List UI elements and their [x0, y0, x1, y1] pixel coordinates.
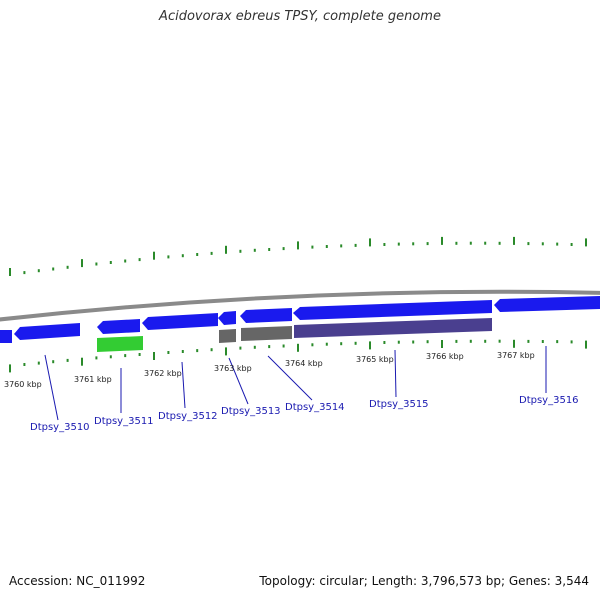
- leader-line: [181, 361, 186, 409]
- gene-arrow[interactable]: [218, 311, 236, 325]
- kbp-label: 3760 kbp: [4, 380, 42, 389]
- purple-feature[interactable]: [294, 318, 492, 338]
- kbp-label: 3762 kbp: [144, 369, 182, 378]
- gene-label[interactable]: Dtpsy_3515: [369, 399, 429, 410]
- gene-arrow[interactable]: [293, 300, 492, 320]
- leader-line: [394, 349, 397, 398]
- gene-arrow[interactable]: [494, 296, 600, 312]
- gene-label[interactable]: Dtpsy_3514: [285, 402, 345, 413]
- inner-tick-track: [9, 339, 587, 373]
- gene-arrow[interactable]: [142, 313, 218, 330]
- gene-arrow[interactable]: [14, 323, 80, 340]
- leader-line: [267, 355, 313, 401]
- leader-line: [44, 354, 59, 421]
- gene-label[interactable]: Dtpsy_3511: [94, 416, 154, 427]
- genome-backbone: [0, 289, 600, 322]
- accession-text: Accession: NC_011992: [9, 574, 146, 588]
- gene-arrow[interactable]: [97, 319, 140, 334]
- gene-label[interactable]: Dtpsy_3512: [158, 411, 218, 422]
- kbp-label: 3766 kbp: [426, 352, 464, 361]
- gene-arrow[interactable]: [0, 330, 12, 343]
- kbp-label: 3764 kbp: [285, 359, 323, 368]
- grey-feature[interactable]: [241, 326, 292, 341]
- grey-feature[interactable]: [219, 329, 236, 343]
- leader-line: [228, 357, 249, 405]
- gene-arrow[interactable]: [240, 308, 292, 323]
- gene-label[interactable]: Dtpsy_3513: [221, 406, 281, 417]
- kbp-label: 3763 kbp: [214, 364, 252, 373]
- map-title: Acidovorax ebreus TPSY, complete genome: [159, 9, 441, 24]
- gene-label[interactable]: Dtpsy_3516: [519, 395, 579, 406]
- genome-summary-text: Topology: circular; Length: 3,796,573 bp…: [259, 574, 589, 588]
- kbp-label: 3761 kbp: [74, 375, 112, 384]
- gene-label[interactable]: Dtpsy_3510: [30, 422, 90, 433]
- rna-feature[interactable]: [97, 336, 143, 352]
- outer-tick-track: [9, 236, 587, 276]
- kbp-label: 3765 kbp: [356, 355, 394, 364]
- kbp-label: 3767 kbp: [497, 351, 535, 360]
